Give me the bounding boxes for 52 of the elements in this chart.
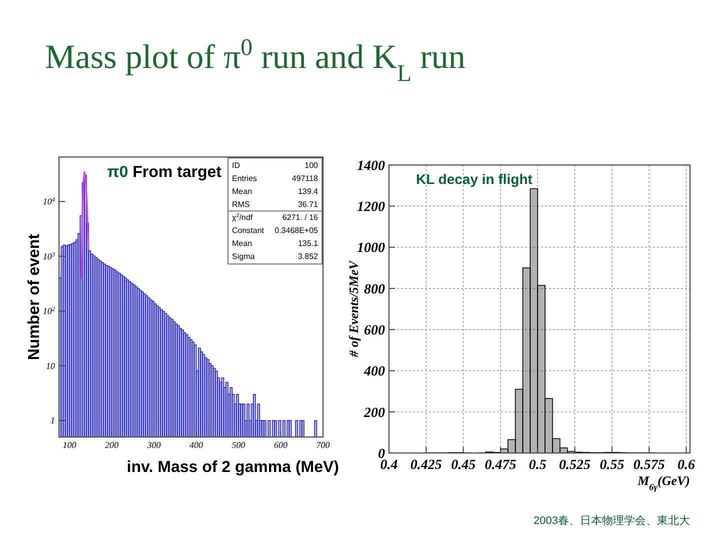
annotation: 100 bbox=[304, 161, 319, 170]
annotation: 497118 bbox=[292, 174, 319, 183]
annotation: 139.4 bbox=[298, 187, 319, 196]
annotation: Constant bbox=[232, 226, 265, 235]
x-tick-label: 400 bbox=[190, 440, 204, 450]
annotation: 135.1 bbox=[298, 239, 319, 248]
annotation: KL decay in flight bbox=[416, 171, 533, 187]
y-tick-label: 1000 bbox=[357, 241, 385, 256]
x-tick-label: 0.575 bbox=[633, 458, 665, 473]
x-tick-label: 600 bbox=[274, 440, 288, 450]
annotation: Mean bbox=[232, 239, 252, 248]
y-tick-label: 400 bbox=[363, 364, 385, 380]
annotation: χ$^{2}$/ndf bbox=[232, 213, 254, 222]
x-tick-label: 100 bbox=[62, 440, 77, 450]
x-tick-label: 0.55 bbox=[600, 458, 624, 473]
annotation: Entries bbox=[232, 174, 257, 183]
annotation: 0.3468E+05 bbox=[274, 226, 319, 235]
x-tick-label: 700 bbox=[316, 440, 330, 450]
annotation: 36.71 bbox=[298, 200, 319, 209]
annotation: 6271. / 16 bbox=[282, 213, 319, 222]
annotation: π0 From target bbox=[107, 164, 222, 181]
annotation: 3.852 bbox=[298, 252, 319, 261]
x-tick-label: 0.525 bbox=[559, 458, 591, 473]
y-tick-label: 200 bbox=[363, 406, 385, 421]
x-tick-label: 0.425 bbox=[410, 458, 442, 473]
y-tick-label: 10$^{4}$ bbox=[42, 196, 55, 207]
x-tick-label: 300 bbox=[146, 440, 162, 450]
y-tick-label: 10$^{2}$ bbox=[42, 306, 56, 316]
x-tick-label: 0.6 bbox=[678, 458, 696, 473]
annotation: RMS bbox=[232, 200, 250, 209]
annotation: Mean bbox=[232, 187, 252, 196]
y-tick-label: 600 bbox=[364, 323, 385, 338]
y-tick-label: 10 bbox=[46, 360, 56, 371]
annotation: Sigma bbox=[232, 252, 256, 261]
x-tick-label: 500 bbox=[232, 440, 246, 450]
y-tick-label: 1200 bbox=[357, 200, 385, 216]
annotation: ID bbox=[232, 161, 240, 170]
y-tick-label: 10$^{3}$ bbox=[42, 250, 55, 262]
chart-title: Mass plot of π$^{0}$ run and K$_{L}$ run bbox=[45, 35, 466, 87]
x-tick-label: 0.5 bbox=[528, 458, 546, 473]
y-tick-label: 800 bbox=[364, 282, 385, 298]
x-tick-label: 0.45 bbox=[451, 458, 476, 473]
y-axis-title: # of Events/5MeV bbox=[346, 260, 361, 358]
x-tick-label: 0.4 bbox=[380, 458, 398, 473]
x-axis-title: inv. Mass of 2 gamma (MeV) bbox=[126, 459, 339, 476]
x-axis-title: M$_{6γ}$(GeV) bbox=[636, 473, 690, 492]
y-axis-title: Number of event bbox=[26, 233, 43, 360]
y-tick-label: 1400 bbox=[357, 158, 385, 174]
text: 2003春、日本物理学会、東北大 bbox=[534, 514, 690, 527]
y-tick-label: 1 bbox=[50, 416, 55, 426]
x-tick-label: 0.475 bbox=[484, 458, 516, 473]
x-tick-label: 200 bbox=[105, 440, 120, 450]
